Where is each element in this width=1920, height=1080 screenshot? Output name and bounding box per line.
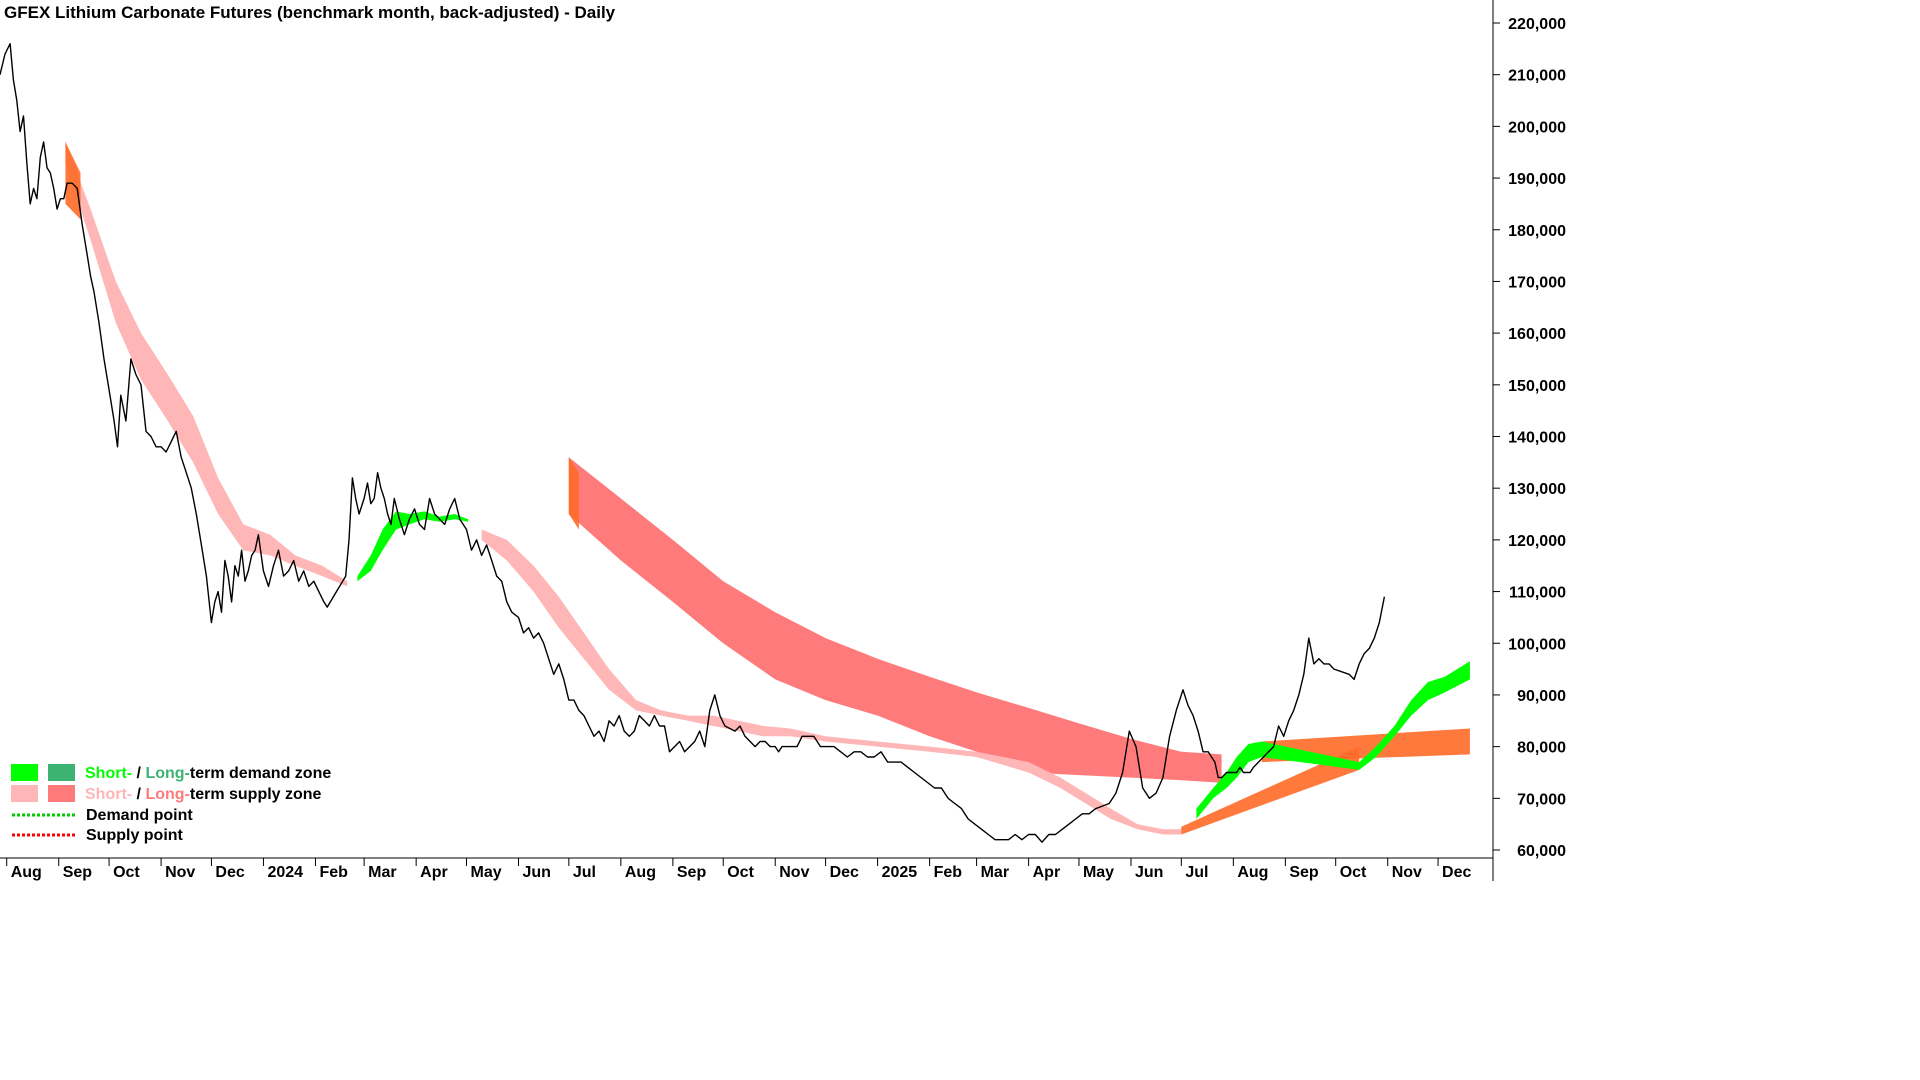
legend-supply-point-label: Supply point (86, 827, 184, 844)
x-tick-label: Jul (573, 864, 596, 881)
x-tick-label: Sep (1289, 864, 1319, 881)
x-tick-label: Oct (113, 864, 140, 881)
y-tick-label: 130,000 (1508, 481, 1566, 498)
y-tick-label: 60,000 (1517, 843, 1566, 860)
y-tick-label: 140,000 (1508, 430, 1566, 447)
zones-layer (65, 141, 1470, 835)
legend-demand-point-label: Demand point (86, 807, 193, 824)
transition-zone-band (1181, 746, 1360, 835)
x-tick-label: Dec (1442, 864, 1471, 881)
x-tick-label: Sep (63, 864, 93, 881)
y-tick-label: 100,000 (1508, 636, 1566, 653)
price-layer (0, 43, 1386, 843)
x-axis-ticks: Aug Sep Oct Nov Dec 2024 Feb Mar Apr May Jun Jul Aug… (6, 858, 1472, 881)
y-tick-label: 160,000 (1508, 326, 1566, 343)
chart-title: GFEX Lithium Carbonate Futures (benchmar… (4, 3, 616, 22)
long-supply-zone-band (568, 457, 1222, 783)
x-tick-label: Aug (11, 864, 42, 881)
y-tick-label: 170,000 (1508, 274, 1566, 291)
legend: Short- / Long-term demand zone Short- / L… (11, 764, 331, 844)
x-tick-label: May (1083, 864, 1114, 881)
price-chart: GFEX Lithium Carbonate Futures (benchmar… (0, 0, 1568, 881)
x-tick-label: Nov (165, 864, 195, 881)
transition-zone-band (568, 457, 579, 530)
x-tick-label: Nov (1392, 864, 1422, 881)
y-tick-label: 110,000 (1509, 585, 1566, 602)
y-tick-label: 200,000 (1508, 119, 1566, 136)
x-tick-label: Sep (677, 864, 707, 881)
x-tick-label: Apr (420, 864, 448, 881)
legend-long-supply-swatch (48, 785, 75, 802)
y-tick-label: 190,000 (1508, 171, 1566, 188)
x-tick-label: 2024 (267, 864, 303, 881)
y-tick-label: 210,000 (1508, 68, 1566, 85)
x-tick-label: Aug (1237, 864, 1268, 881)
x-tick-label: Mar (368, 864, 396, 881)
x-tick-label: Jun (523, 864, 551, 881)
y-tick-label: 150,000 (1508, 378, 1566, 395)
short-demand-zone-band (357, 511, 469, 582)
transition-zone-band (65, 141, 81, 220)
x-tick-label: Dec (830, 864, 859, 881)
legend-short-supply-swatch (11, 785, 38, 802)
legend-supply-zone-label: Short- / Long-term supply zone (85, 786, 322, 803)
x-tick-label: May (470, 864, 501, 881)
y-tick-label: 70,000 (1517, 791, 1566, 808)
legend-short-demand-swatch (11, 764, 38, 781)
short-supply-zone-band (481, 529, 1182, 835)
x-tick-label: Apr (1033, 864, 1061, 881)
x-tick-label: Feb (934, 864, 963, 881)
legend-demand-zone-label: Short- / Long-term demand zone (85, 765, 331, 782)
y-axis-ticks: 60,000 70,000 80,000 90,000 100,000 110,000 12… (1493, 16, 1566, 860)
y-tick-label: 220,000 (1508, 16, 1566, 33)
x-tick-label: Oct (727, 864, 754, 881)
x-tick-label: Nov (779, 864, 809, 881)
price-line (0, 43, 1386, 843)
x-tick-label: Jul (1185, 864, 1208, 881)
y-tick-label: 80,000 (1517, 740, 1566, 757)
x-tick-label: Aug (625, 864, 656, 881)
y-tick-label: 180,000 (1508, 223, 1566, 240)
x-tick-label: Jun (1135, 864, 1163, 881)
y-tick-label: 120,000 (1508, 533, 1566, 550)
x-tick-label: 2025 (882, 864, 918, 881)
y-tick-label: 90,000 (1517, 688, 1566, 705)
x-tick-label: Mar (981, 864, 1009, 881)
x-tick-label: Feb (319, 864, 348, 881)
legend-long-demand-swatch (48, 764, 75, 781)
x-tick-label: Dec (215, 864, 244, 881)
x-tick-label: Oct (1340, 864, 1367, 881)
